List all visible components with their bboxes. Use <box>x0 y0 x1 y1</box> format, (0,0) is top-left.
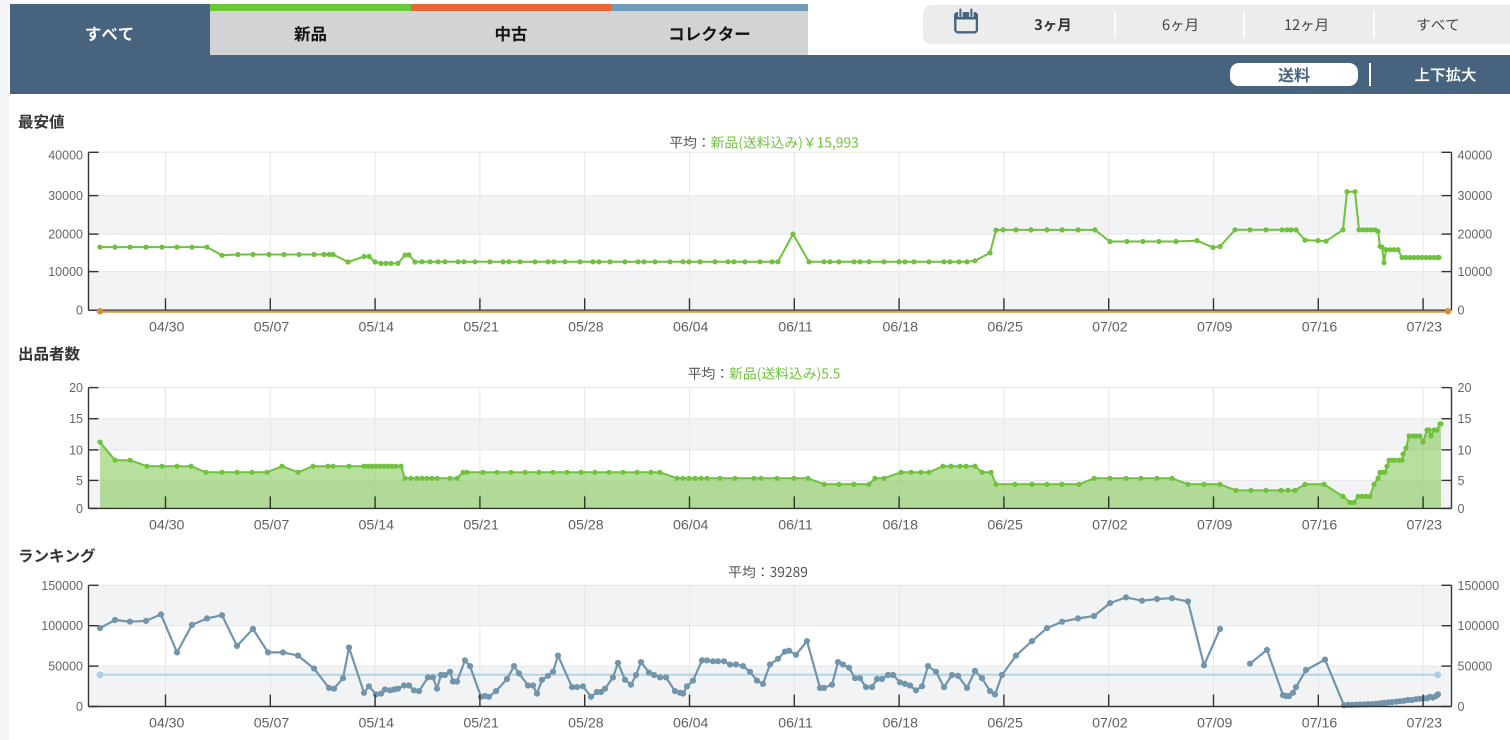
svg-text:0: 0 <box>1458 304 1465 318</box>
svg-text:06/11: 06/11 <box>778 320 813 336</box>
svg-text:05/14: 05/14 <box>359 320 395 336</box>
svg-text:06/25: 06/25 <box>987 716 1023 732</box>
svg-text:06/04: 06/04 <box>673 518 709 534</box>
svg-text:07/23: 07/23 <box>1407 320 1443 336</box>
svg-text:15: 15 <box>69 412 83 426</box>
svg-text:07/09: 07/09 <box>1197 320 1233 336</box>
svg-text:40000: 40000 <box>48 148 83 162</box>
svg-text:5: 5 <box>76 474 83 488</box>
svg-text:05/28: 05/28 <box>568 518 604 534</box>
svg-text:05/28: 05/28 <box>568 716 604 732</box>
svg-text:20: 20 <box>69 381 83 395</box>
svg-text:06/18: 06/18 <box>883 518 919 534</box>
svg-text:07/02: 07/02 <box>1092 320 1128 336</box>
svg-text:05/21: 05/21 <box>463 518 499 534</box>
svg-text:07/16: 07/16 <box>1302 518 1338 534</box>
svg-text:10: 10 <box>1458 443 1472 457</box>
svg-text:150000: 150000 <box>1458 579 1500 593</box>
svg-text:50000: 50000 <box>48 660 83 674</box>
svg-text:05/07: 05/07 <box>254 320 290 336</box>
svg-text:30000: 30000 <box>1458 189 1493 203</box>
svg-text:07/23: 07/23 <box>1407 518 1443 534</box>
svg-text:05/07: 05/07 <box>254 518 290 534</box>
svg-text:05/28: 05/28 <box>568 320 604 336</box>
svg-text:06/04: 06/04 <box>673 716 709 732</box>
svg-text:150000: 150000 <box>41 579 83 593</box>
svg-text:04/30: 04/30 <box>149 320 185 336</box>
svg-text:10000: 10000 <box>1458 265 1493 279</box>
svg-text:05/14: 05/14 <box>359 716 395 732</box>
svg-text:40000: 40000 <box>1458 148 1493 162</box>
svg-text:07/02: 07/02 <box>1092 518 1128 534</box>
svg-text:07/16: 07/16 <box>1302 716 1338 732</box>
svg-text:07/02: 07/02 <box>1092 716 1128 732</box>
svg-text:06/11: 06/11 <box>778 716 813 732</box>
svg-text:50000: 50000 <box>1458 660 1493 674</box>
svg-text:5: 5 <box>1458 474 1465 488</box>
svg-text:05/14: 05/14 <box>359 518 395 534</box>
svg-text:07/09: 07/09 <box>1197 716 1233 732</box>
svg-text:07/16: 07/16 <box>1302 320 1338 336</box>
svg-text:30000: 30000 <box>48 189 83 203</box>
svg-text:20000: 20000 <box>48 228 83 242</box>
svg-text:10000: 10000 <box>48 265 83 279</box>
svg-text:04/30: 04/30 <box>149 518 185 534</box>
svg-text:100000: 100000 <box>41 619 83 633</box>
svg-text:04/30: 04/30 <box>149 716 185 732</box>
svg-text:0: 0 <box>76 700 83 714</box>
svg-text:20: 20 <box>1458 381 1472 395</box>
svg-text:06/18: 06/18 <box>883 716 919 732</box>
svg-text:06/11: 06/11 <box>778 518 813 534</box>
svg-text:07/23: 07/23 <box>1407 716 1443 732</box>
svg-text:0: 0 <box>76 304 83 318</box>
svg-text:05/21: 05/21 <box>463 716 499 732</box>
svg-text:05/21: 05/21 <box>463 320 499 336</box>
svg-text:0: 0 <box>1458 700 1465 714</box>
svg-text:06/25: 06/25 <box>987 518 1023 534</box>
svg-text:06/04: 06/04 <box>673 320 709 336</box>
svg-text:0: 0 <box>76 502 83 516</box>
svg-text:07/09: 07/09 <box>1197 518 1233 534</box>
svg-text:05/07: 05/07 <box>254 716 290 732</box>
svg-text:20000: 20000 <box>1458 228 1493 242</box>
svg-text:06/25: 06/25 <box>987 320 1023 336</box>
svg-text:100000: 100000 <box>1458 619 1500 633</box>
svg-text:15: 15 <box>1458 412 1472 426</box>
svg-text:10: 10 <box>69 443 83 457</box>
svg-text:06/18: 06/18 <box>883 320 919 336</box>
svg-text:0: 0 <box>1458 502 1465 516</box>
